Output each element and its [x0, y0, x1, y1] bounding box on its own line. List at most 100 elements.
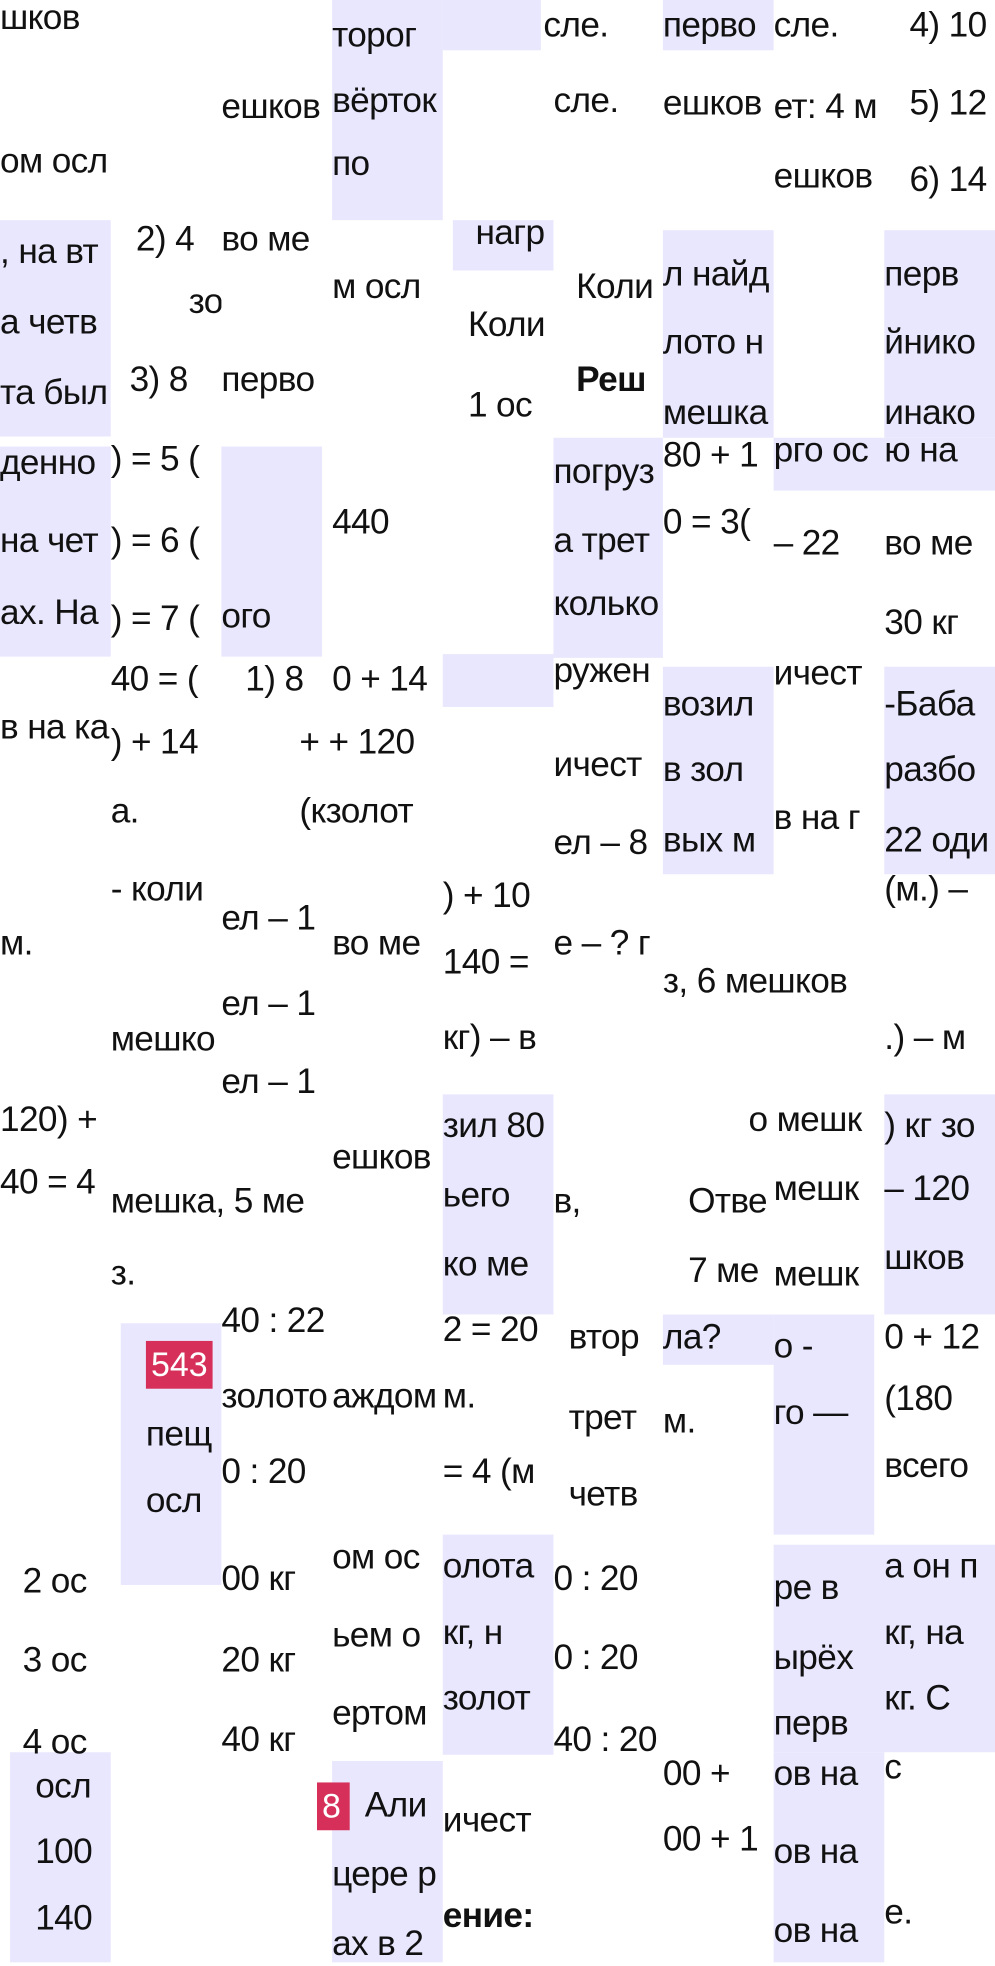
text-fragment: м. [0, 923, 33, 963]
text-fragment: – 22 [773, 523, 841, 563]
text-fragment: ружен [553, 650, 651, 690]
text-fragment: 0 + 12 [884, 1317, 980, 1357]
text-fragment: Али [364, 1784, 427, 1824]
text-fragment: торог [332, 15, 417, 55]
text-fragment: ах. На [0, 592, 99, 632]
text-fragment: вых м [662, 820, 756, 860]
text-fragment: 440 [332, 501, 390, 541]
text-fragment: во ме [332, 923, 421, 963]
text-fragment: в, [553, 1181, 581, 1221]
text-fragment: сле. [543, 5, 609, 45]
highlight-tile [442, 1534, 554, 1755]
text-fragment: ение: [442, 1895, 534, 1935]
text-fragment: 40 кг [221, 1719, 296, 1759]
text-fragment: 100 [35, 1831, 93, 1871]
text-fragment: зил 80 [442, 1105, 545, 1145]
text-fragment: сле. [553, 80, 619, 120]
highlight-tile [332, 0, 443, 221]
highlight-tile [773, 1314, 875, 1535]
text-fragment: 3) 8 [129, 359, 189, 399]
text-fragment: колько [553, 583, 659, 623]
text-fragment: ю на [884, 430, 958, 470]
text-fragment: мешк [773, 1168, 860, 1208]
text-fragment: 5) 12 [909, 83, 987, 123]
text-fragment: перв [884, 254, 959, 294]
text-fragment: ) кг зо [884, 1105, 975, 1145]
text-fragment: ьего [442, 1174, 511, 1214]
text-fragment: ешков [221, 86, 321, 126]
text-fragment: мешка [662, 392, 768, 432]
text-fragment: во ме [221, 218, 310, 258]
highlight-tile [10, 1752, 111, 1963]
text-fragment: (180 [884, 1378, 953, 1418]
text-fragment: ко ме [442, 1244, 529, 1284]
text-fragment: разбо [884, 749, 976, 789]
text-fragment: ешков [773, 155, 873, 195]
task-number-badge-8: 8 [316, 1782, 350, 1831]
text-fragment: трет [568, 1397, 637, 1437]
text-fragment: ) + 10 [442, 875, 531, 915]
text-fragment: мешко [110, 1018, 216, 1058]
text-fragment: ) = 7 ( [110, 598, 200, 638]
text-fragment: по [332, 143, 370, 183]
text-fragment: 00 + [662, 1753, 731, 1793]
text-fragment: ов на [773, 1753, 859, 1793]
highlight-tile [221, 446, 323, 657]
text-fragment: ет: 4 м [773, 86, 878, 126]
text-fragment: , на вт [0, 231, 99, 271]
text-fragment: = 4 (м [442, 1451, 536, 1491]
text-fragment: Отве [688, 1181, 768, 1221]
text-fragment: мешк [773, 1254, 860, 1294]
text-fragment: ла? [662, 1317, 721, 1357]
text-fragment: 1) 8 [245, 659, 304, 699]
text-fragment: рго ос [773, 430, 869, 470]
text-fragment: ) + 14 [110, 722, 199, 762]
text-fragment: йнико [884, 322, 976, 362]
text-fragment: кг, н [442, 1612, 503, 1652]
text-fragment: ах в 2 [332, 1923, 424, 1963]
text-fragment: го — [773, 1392, 849, 1432]
text-fragment: всего [884, 1445, 969, 1485]
text-fragment: ) = 5 ( [110, 439, 200, 479]
text-fragment: 2) 4 [135, 218, 195, 258]
text-fragment: ого [221, 596, 271, 636]
text-fragment: м осл [332, 266, 421, 306]
text-fragment: ырёх [773, 1637, 854, 1677]
text-fragment: ьем о [332, 1615, 421, 1655]
text-fragment: ел – 1 [221, 983, 316, 1023]
text-fragment: 7 ме [688, 1250, 759, 1290]
text-fragment: а трет [553, 520, 650, 560]
text-fragment: перво [221, 359, 315, 399]
text-fragment: нагр [475, 212, 545, 252]
text-fragment: л найд [662, 254, 769, 294]
text-fragment: осл [145, 1480, 203, 1520]
text-fragment: ом ос [332, 1537, 420, 1577]
text-fragment: Коли [576, 266, 654, 306]
text-fragment: ел – 1 [221, 1061, 316, 1101]
text-fragment: во ме [884, 523, 973, 563]
text-fragment: (м.) – [884, 869, 968, 909]
highlight-tile [773, 437, 995, 491]
text-fragment: 0 : 20 [553, 1637, 638, 1677]
text-fragment: перв [773, 1703, 849, 1743]
text-fragment: ов на [773, 1910, 859, 1950]
text-fragment: ичест [773, 652, 863, 692]
highlight-tile [442, 654, 554, 707]
highlight-tile [442, 1094, 554, 1315]
highlight-tile [884, 1094, 995, 1315]
text-fragment: + + 120 [299, 722, 415, 762]
text-fragment: о мешк [748, 1099, 862, 1139]
highlight-tile [0, 446, 111, 657]
text-fragment: денно [0, 442, 96, 482]
text-fragment: олота [442, 1545, 534, 1585]
text-fragment: е – ? г [553, 923, 651, 963]
text-fragment: 2 = 20 [442, 1309, 539, 1349]
text-fragment: м. [662, 1401, 696, 1441]
text-fragment: 00 кг [221, 1558, 296, 1598]
text-fragment: 140 = [442, 942, 530, 982]
text-fragment: перво [662, 5, 757, 45]
text-fragment: в на ка [0, 706, 109, 746]
text-fragment: осл [35, 1766, 92, 1806]
highlight-tile [662, 666, 774, 875]
text-fragment: шков [0, 0, 80, 37]
